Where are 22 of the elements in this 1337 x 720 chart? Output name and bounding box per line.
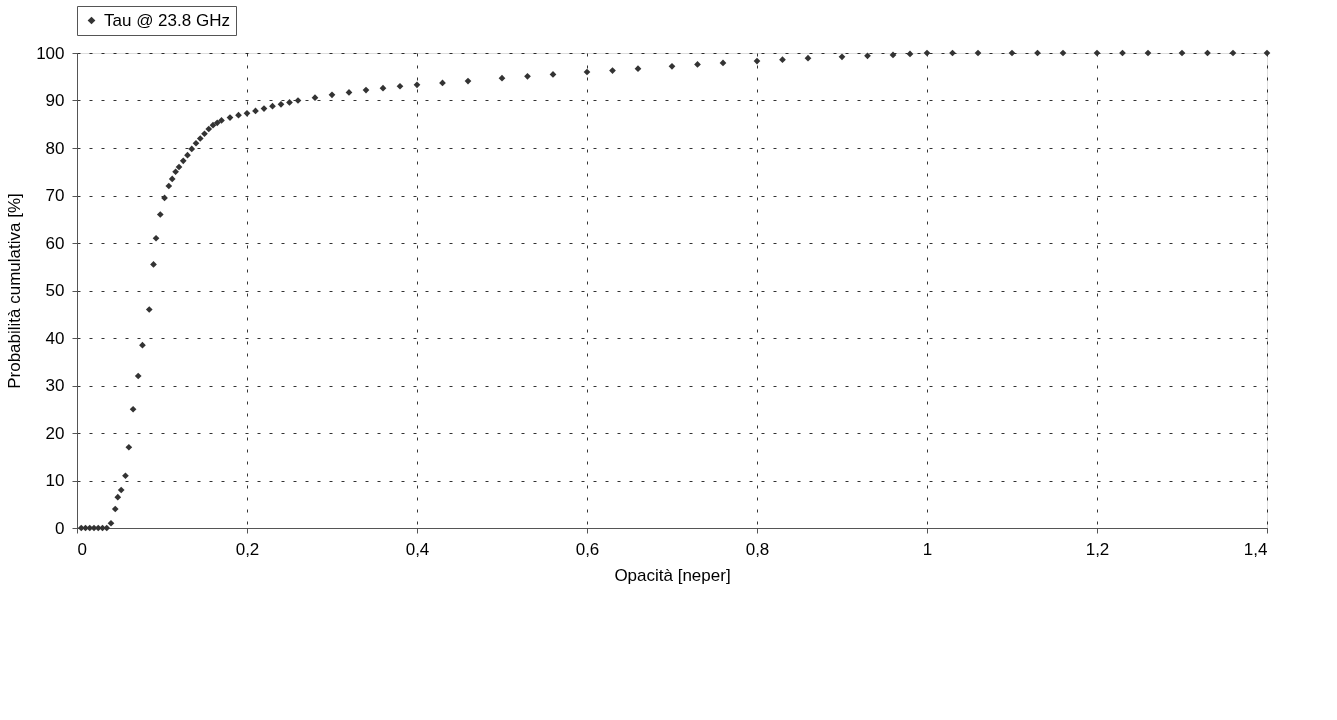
y-tick-label: 20 <box>45 423 65 443</box>
y-tick-label: 60 <box>45 233 65 253</box>
y-tick-label: 40 <box>45 328 65 348</box>
y-tick-label: 30 <box>45 376 65 395</box>
x-tick-label: 0,2 <box>235 539 260 559</box>
x-axis-title: Opacità [neper] <box>614 565 731 585</box>
y-tick-label: 50 <box>45 281 65 300</box>
x-tick-label: 0 <box>77 539 87 559</box>
x-tick-label: 1,2 <box>1085 539 1110 559</box>
y-tick-label: 70 <box>45 186 65 205</box>
x-tick-label: 1 <box>922 539 933 559</box>
x-tick-label: 0,4 <box>405 539 430 559</box>
y-tick-label: 100 <box>36 43 65 63</box>
x-tick-label: 0,8 <box>745 539 770 559</box>
y-tick-label: 90 <box>45 91 65 110</box>
y-tick-label: 80 <box>45 138 65 158</box>
y-tick-label: 10 <box>45 471 65 490</box>
x-tick-label: 0,6 <box>575 539 600 559</box>
x-tick-label: 1,4 <box>1243 539 1268 559</box>
y-axis-title: Probabilità cumulativa [%] <box>5 193 25 389</box>
legend-label: Tau @ 23.8 GHz <box>104 10 230 30</box>
y-tick-label: 0 <box>55 518 65 538</box>
